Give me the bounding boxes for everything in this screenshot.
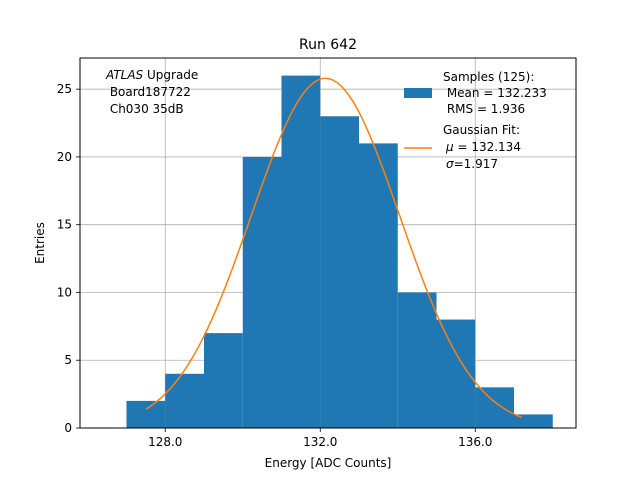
legend-swatch-samples [404, 88, 432, 98]
plot-frame [79, 57, 577, 429]
y-axis-label: Entries [33, 222, 47, 264]
legend-samples-line-3: RMS = 1.936 [443, 102, 525, 116]
y-tick-label-3: 15 [57, 218, 72, 232]
legend-samples-line-1: Samples (125): [443, 70, 534, 84]
y-tick-label-0: 0 [64, 421, 72, 435]
histogram-bar-3 [242, 156, 282, 428]
x-tick-label-2: 136.0 [458, 435, 492, 449]
x-tick-label-1: 132.0 [303, 435, 337, 449]
legend: Samples (125): Mean = 132.233 RMS = 1.93… [404, 70, 547, 171]
histogram-bar-6 [359, 143, 398, 428]
x-tick-label-0: 128.0 [148, 435, 182, 449]
legend-fit-line-1: Gaussian Fit: [443, 123, 520, 137]
y-tick-label-5: 25 [57, 82, 72, 96]
histogram-bar-10 [514, 414, 553, 428]
histogram-bar-7 [397, 292, 437, 428]
annotation-line-2: Board187722 [106, 85, 191, 99]
histogram-bars [126, 75, 553, 429]
histogram-bar-0 [126, 400, 166, 428]
histogram-bar-1 [165, 373, 204, 428]
histogram-bar-4 [281, 75, 321, 428]
histogram-bar-2 [204, 333, 243, 428]
histogram-bar-5 [320, 116, 359, 429]
y-tick-label-4: 20 [57, 150, 72, 164]
annotation-line-1: ATLAS Upgrade [105, 68, 198, 82]
legend-fit-line-3: σ=1.917 [446, 157, 498, 171]
x-axis-label: Energy [ADC Counts] [265, 456, 392, 470]
annotation-line-3: Ch030 35dB [106, 102, 184, 116]
histogram-bar-9 [475, 387, 514, 428]
legend-samples-line-2: Mean = 132.233 [443, 86, 547, 100]
chart-title: Run 642 [299, 37, 357, 53]
gaussian-fit [145, 77, 523, 419]
atlas-annotation: ATLAS Upgrade Board187722 Ch030 35dB [105, 68, 198, 116]
gaussian-fit-curve [145, 77, 523, 419]
axis-ticks: 128.0 132.0 136.0 0 5 10 15 20 25 [57, 82, 493, 449]
legend-fit-line-2: μ = 132.134 [445, 140, 521, 154]
y-tick-label-1: 5 [64, 353, 72, 367]
y-tick-label-2: 10 [57, 285, 72, 299]
